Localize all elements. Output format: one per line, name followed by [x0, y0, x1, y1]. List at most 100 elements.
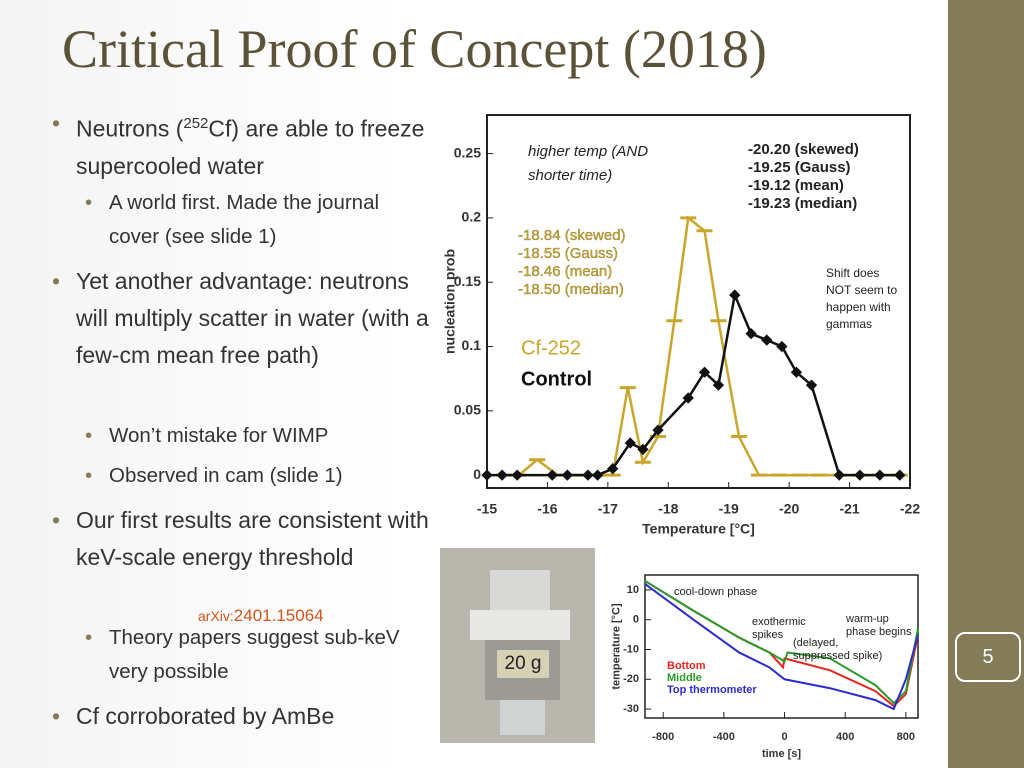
bullet: Won’t mistake for WIMP	[85, 419, 409, 453]
y-axis-label: nucleation prob	[441, 249, 457, 354]
y-tick-label: -20	[623, 673, 639, 685]
text-line: NOT seem to	[826, 283, 897, 297]
text-line: phase begins	[846, 626, 912, 638]
text-line: gammas	[826, 317, 872, 331]
marker	[607, 463, 619, 475]
y-tick-label: 0.25	[454, 144, 481, 160]
text-line: happen with	[826, 300, 891, 314]
marker	[790, 366, 803, 378]
x-tick-label: -18	[658, 501, 678, 517]
series-label: Control	[521, 368, 592, 390]
x-tick-label: 0	[781, 731, 787, 743]
text-line: Shift does	[826, 266, 879, 280]
series-label: Cf-252	[521, 337, 581, 359]
text-line: suppressed spike)	[793, 650, 882, 662]
annotation: Shift does NOT seem to happen with gammas	[826, 266, 897, 331]
text-line: exothermic	[752, 616, 806, 628]
fit-legend: -18.55 (Gauss)	[518, 245, 618, 262]
marker	[698, 366, 711, 378]
x-axis-label: time [s]	[762, 748, 801, 760]
marker	[682, 392, 694, 404]
y-tick-label: 0.15	[454, 273, 481, 289]
x-tick-label: -22	[900, 501, 920, 517]
title: Critical Proof of Concept (2018)	[62, 19, 767, 79]
photo-label: 20 g	[505, 653, 542, 674]
annotation: (delayed, suppressed spike)	[793, 637, 882, 662]
text-line: higher temp (AND	[528, 143, 648, 160]
fit-legend: -18.84 (skewed)	[518, 227, 626, 244]
photo-part	[470, 610, 570, 640]
series-line	[644, 583, 919, 711]
y-tick-label: 0.2	[462, 209, 482, 225]
y-axis-label: temperature [°C]	[610, 603, 622, 690]
marker	[745, 327, 757, 340]
marker	[561, 469, 574, 481]
arxiv-link[interactable]: arXiv:2401.15064	[198, 606, 324, 625]
marker	[805, 379, 818, 391]
text-line: warm-up	[845, 613, 889, 625]
x-axis-label: Temperature [°C]	[642, 521, 755, 537]
x-tick-label: -19	[719, 501, 739, 517]
bullet: A world first. Made the journal cover (s…	[85, 186, 409, 254]
text-line: (delayed,	[793, 637, 838, 649]
bullet: Theory papers suggest sub-keV very possi…	[85, 621, 409, 689]
marker	[496, 469, 508, 481]
main-frame	[486, 114, 911, 489]
y-tick-label: 10	[627, 584, 639, 596]
y-tick-label: 0	[473, 466, 481, 482]
x-tick-label: -15	[477, 501, 497, 517]
annotation: warm-up phase begins	[845, 613, 912, 638]
temp-frame	[644, 574, 919, 719]
fit-legend: -19.12 (mean)	[748, 177, 844, 194]
bullet: Cf corroborated by AmBe	[52, 698, 436, 735]
x-tick-label: -17	[598, 501, 618, 517]
marker	[511, 469, 523, 481]
marker	[854, 469, 866, 481]
marker	[591, 469, 604, 481]
text-line: spikes	[752, 629, 784, 641]
x-tick-label: 800	[897, 731, 915, 743]
marker	[481, 469, 493, 481]
bullet: Our first results are consistent with ke…	[52, 502, 436, 576]
y-tick-label: 0.1	[462, 337, 482, 353]
marker	[776, 340, 788, 353]
fit-legend: -19.23 (median)	[748, 195, 857, 212]
bullet: Yet another advantage: neutrons will mul…	[52, 263, 436, 374]
bullet: Observed in cam (slide 1)	[85, 459, 409, 493]
x-tick-label: -21	[839, 501, 859, 517]
photo-part	[490, 570, 550, 610]
fit-legend: -20.20 (skewed)	[748, 141, 859, 158]
marker	[894, 469, 906, 481]
marker	[637, 443, 649, 456]
x-tick-label: -800	[652, 731, 674, 743]
x-tick-label: -20	[779, 501, 799, 517]
marker	[712, 379, 725, 391]
slide-number: 5	[955, 632, 1021, 682]
x-tick-label: -400	[713, 731, 735, 743]
marker	[582, 469, 594, 481]
y-tick-label: 0	[633, 614, 639, 626]
annotation: higher temp (AND shorter time)	[528, 143, 648, 184]
x-tick-label: -16	[537, 501, 557, 517]
annotation: exothermic spikes	[752, 616, 806, 641]
photo-part	[500, 700, 545, 735]
marker	[546, 469, 558, 481]
marker	[729, 289, 741, 301]
fit-legend: -19.25 (Gauss)	[748, 159, 851, 176]
annotation: cool-down phase	[674, 586, 757, 598]
marker	[624, 437, 636, 449]
y-tick-label: -30	[623, 703, 639, 715]
y-tick-label: 0.05	[454, 402, 481, 418]
marker	[874, 469, 886, 481]
fit-legend: -18.46 (mean)	[518, 263, 612, 280]
y-tick-label: -10	[623, 643, 639, 655]
legend-entry: Top thermometer	[667, 684, 757, 696]
photo-label-bg	[497, 650, 549, 678]
x-tick-label: 400	[836, 731, 854, 743]
text-line: shorter time)	[528, 167, 612, 184]
bullet: Neutrons (252Cf) are able to freeze supe…	[52, 105, 436, 185]
legend-entry: Middle	[667, 672, 702, 684]
figures: 20 g higher temp (AND shorter time) Shift…	[440, 114, 920, 760]
legend-entry: Bottom	[667, 660, 706, 672]
